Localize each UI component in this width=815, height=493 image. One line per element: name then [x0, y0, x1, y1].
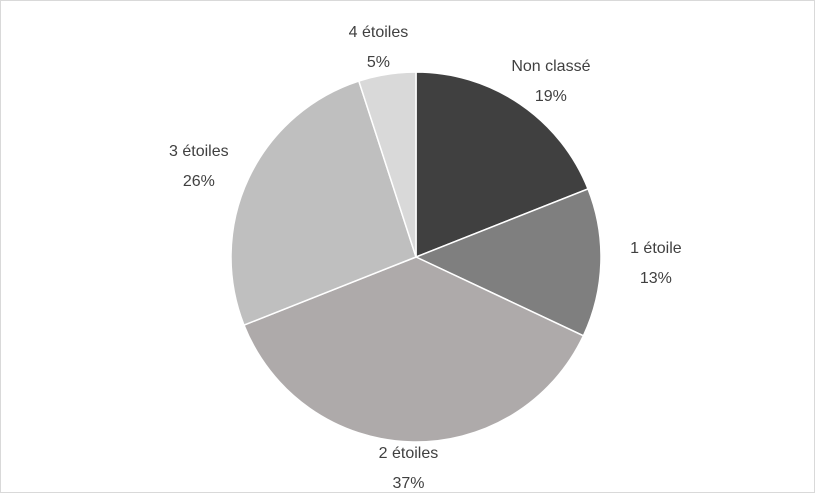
slice-category-label: 4 étoiles: [349, 24, 409, 41]
pie-slice: [243, 256, 585, 443]
pie-slice: [415, 71, 589, 259]
slice-value-label: 37%: [392, 475, 424, 492]
slice-value-label: 26%: [183, 173, 215, 190]
slice-value-label: 19%: [535, 88, 567, 105]
pie-slice: [414, 187, 602, 337]
slice-category-label: 1 étoile: [630, 240, 682, 257]
slice-category-label: 3 étoiles: [169, 143, 229, 160]
pie-slice: [230, 80, 417, 327]
pie-slice: [357, 71, 417, 258]
slice-value-label: 5%: [367, 54, 390, 71]
slice-category-label: Non classé: [511, 58, 590, 75]
slice-value-label: 13%: [640, 270, 672, 287]
slice-category-label: 2 étoiles: [379, 445, 439, 462]
